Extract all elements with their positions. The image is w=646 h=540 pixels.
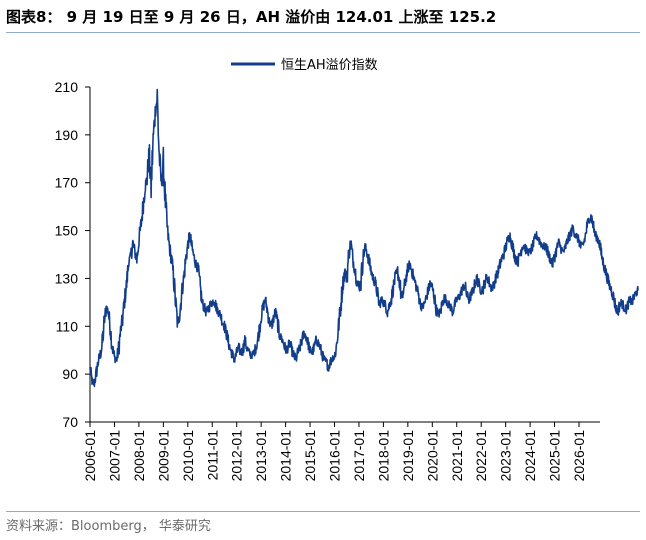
x-tick-label: 2011-01 (204, 430, 220, 481)
x-tick-label: 2007-01 (106, 430, 122, 482)
x-tick-label: 2014-01 (278, 430, 294, 482)
source-note: 资料来源：Bloomberg， 华泰研究 (6, 519, 211, 534)
y-tick-label: 150 (55, 223, 79, 239)
title-rule (6, 32, 640, 33)
series-line-ah-premium (89, 88, 639, 388)
footer-rule (6, 511, 640, 512)
y-tick-label: 170 (55, 175, 79, 191)
x-tick-label: 2022-01 (473, 430, 489, 482)
x-tick-label: 2012-01 (229, 430, 245, 482)
y-axis-ticks: 70 90 110 130 150 170 190 210 (55, 79, 90, 430)
x-tick-label: 2026-01 (571, 430, 587, 482)
x-tick-label: 2015-01 (302, 430, 318, 482)
y-tick-label: 190 (55, 127, 79, 143)
x-tick-label: 2017-01 (351, 430, 367, 482)
legend-label: 恒生AH溢价指数 (281, 58, 378, 73)
x-tick-label: 2024-01 (522, 430, 538, 482)
x-tick-label: 2025-01 (547, 430, 563, 482)
legend: 恒生AH溢价指数 (231, 58, 378, 73)
x-tick-label: 2021-01 (449, 430, 465, 482)
x-tick-label: 2023-01 (498, 430, 514, 482)
y-tick-label: 90 (62, 366, 78, 382)
x-tick-label: 2009-01 (155, 430, 171, 482)
chart-title: 图表8： 9 月 19 日至 9 月 26 日，AH 溢价由 124.01 上涨… (6, 8, 497, 26)
x-tick-label: 2006-01 (82, 430, 98, 482)
y-tick-label: 110 (56, 318, 79, 334)
y-tick-label: 130 (55, 270, 79, 286)
y-tick-label: 70 (62, 414, 78, 430)
x-tick-label: 2010-01 (180, 430, 196, 482)
x-tick-label: 2013-01 (253, 430, 269, 482)
axes (89, 87, 600, 423)
x-tick-label: 2018-01 (375, 430, 391, 482)
x-axis-ticks: 2006-01 2007-01 2008-01 2009-01 2010-01 2011-… (82, 422, 587, 481)
x-tick-label: 2020-01 (424, 430, 440, 482)
y-tick-label: 210 (55, 79, 79, 95)
x-tick-label: 2016-01 (327, 430, 343, 482)
x-tick-label: 2019-01 (400, 430, 416, 482)
x-tick-label: 2008-01 (131, 430, 147, 482)
